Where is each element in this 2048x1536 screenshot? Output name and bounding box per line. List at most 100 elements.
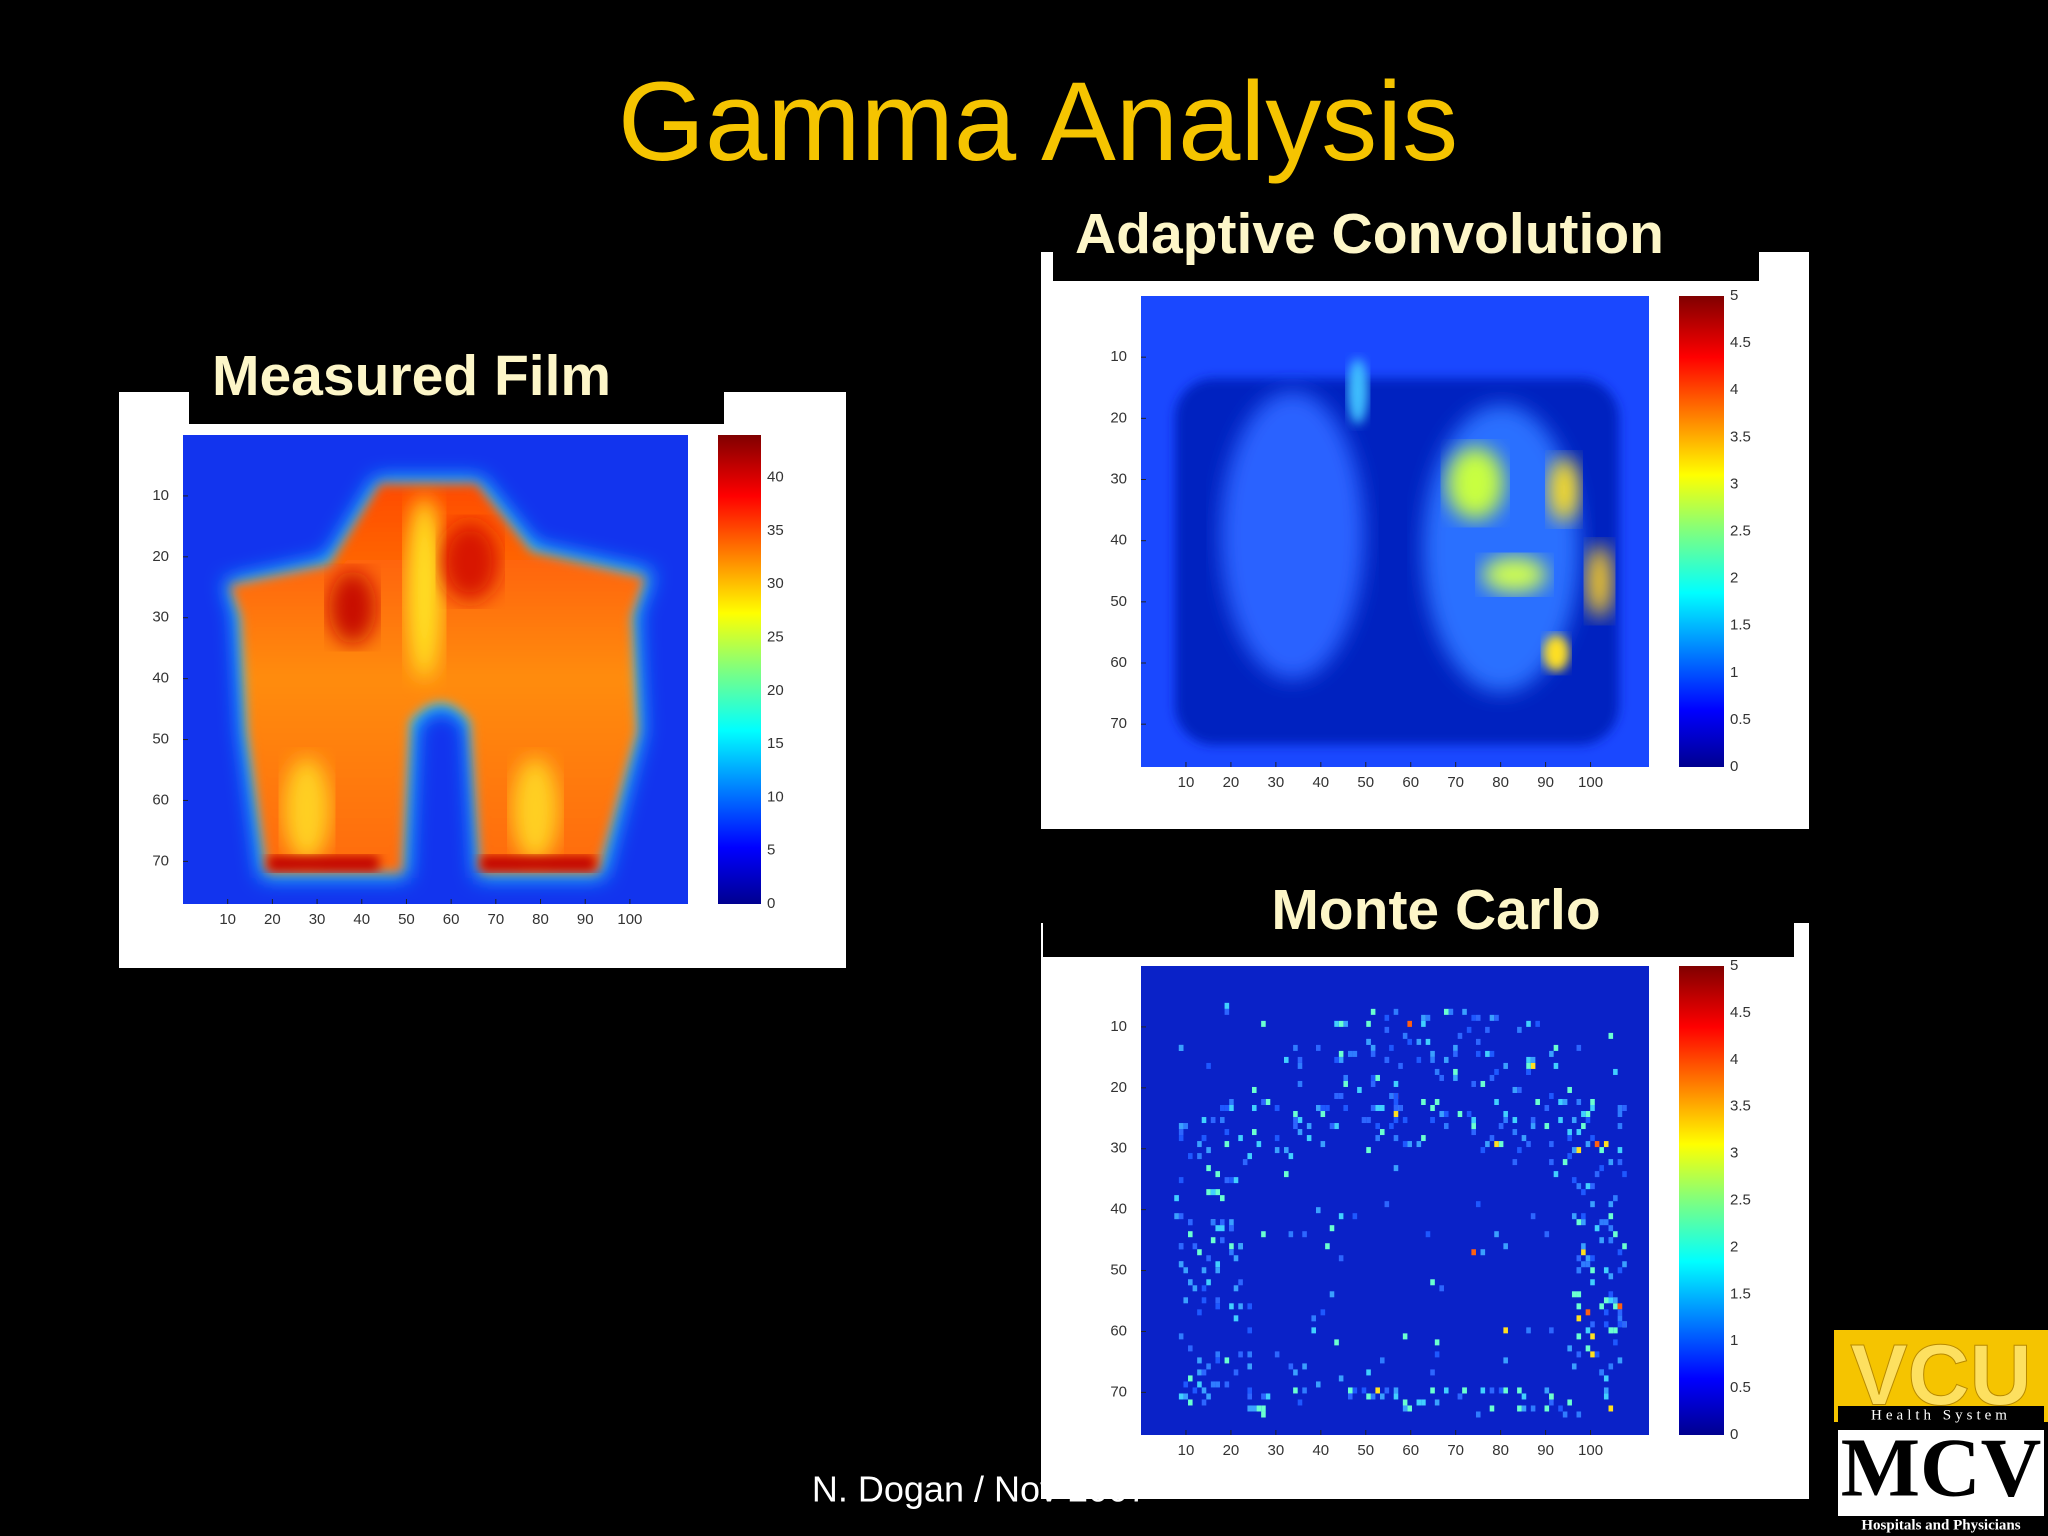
speckle bbox=[1530, 1213, 1536, 1220]
speckle bbox=[1439, 1111, 1444, 1118]
panel-label: Measured Film bbox=[212, 344, 611, 408]
speckle bbox=[1475, 1038, 1481, 1045]
speckle bbox=[1517, 1405, 1522, 1412]
x-tick-label: 50 bbox=[398, 911, 415, 928]
speckle bbox=[1471, 1129, 1476, 1136]
speckle bbox=[1443, 1056, 1449, 1063]
speckle bbox=[1252, 1405, 1257, 1412]
speckle bbox=[1512, 1129, 1518, 1136]
heatmap-region bbox=[1220, 391, 1365, 680]
speckle bbox=[1215, 1225, 1221, 1232]
speckle bbox=[1210, 1189, 1216, 1196]
y-tick-label: 40 bbox=[152, 670, 169, 687]
x-tick-label: 90 bbox=[1537, 774, 1554, 791]
speckle bbox=[1261, 1411, 1266, 1418]
speckle bbox=[1608, 1032, 1614, 1039]
colorbar bbox=[1679, 966, 1724, 1435]
speckle bbox=[1315, 1044, 1321, 1051]
speckle bbox=[1453, 1050, 1458, 1057]
heatmap bbox=[1141, 296, 1649, 767]
speckle bbox=[1274, 1135, 1280, 1142]
speckle bbox=[1256, 1141, 1262, 1148]
x-tick-label: 100 bbox=[1578, 1442, 1603, 1459]
speckle bbox=[1352, 1213, 1358, 1220]
logo-band bbox=[1838, 1406, 2044, 1424]
speckle bbox=[1617, 1147, 1623, 1154]
speckle bbox=[1576, 1411, 1582, 1418]
speckle bbox=[1599, 1165, 1604, 1172]
speckle bbox=[1178, 1135, 1184, 1142]
speckle bbox=[1343, 1020, 1348, 1027]
speckle bbox=[1571, 1177, 1577, 1184]
speckle bbox=[1622, 1243, 1627, 1250]
speckle bbox=[1283, 1147, 1289, 1154]
speckle bbox=[1247, 1387, 1253, 1394]
x-tick-label: 40 bbox=[353, 911, 370, 928]
speckle bbox=[1462, 1387, 1467, 1394]
speckle bbox=[1576, 1303, 1582, 1310]
speckle bbox=[1503, 1357, 1508, 1364]
speckle bbox=[1261, 1393, 1266, 1400]
speckle bbox=[1613, 1297, 1618, 1304]
speckle bbox=[1402, 1405, 1408, 1412]
speckle bbox=[1544, 1105, 1550, 1112]
speckle bbox=[1567, 1345, 1572, 1352]
speckle bbox=[1562, 1159, 1568, 1166]
heatmap-hot bbox=[1481, 556, 1548, 593]
speckle bbox=[1338, 1375, 1344, 1382]
speckle bbox=[1206, 1147, 1211, 1154]
speckle bbox=[1393, 1387, 1399, 1394]
y-tick-label: 10 bbox=[1110, 1018, 1127, 1035]
colorbar-tick-label: 35 bbox=[767, 522, 784, 539]
speckle bbox=[1471, 1123, 1476, 1130]
speckle bbox=[1329, 1291, 1335, 1298]
speckle bbox=[1352, 1050, 1358, 1057]
heatmap-hot bbox=[1586, 544, 1613, 618]
heatmap-hot bbox=[480, 855, 596, 872]
y-tick-label: 10 bbox=[1110, 348, 1127, 365]
speckle bbox=[1224, 1141, 1230, 1148]
speckle bbox=[1571, 1363, 1577, 1370]
speckle bbox=[1220, 1219, 1225, 1226]
speckle bbox=[1594, 1171, 1600, 1178]
speckle bbox=[1393, 1117, 1399, 1124]
speckle bbox=[1375, 1105, 1380, 1112]
x-tick-label: 50 bbox=[1357, 774, 1374, 791]
y-tick-label: 30 bbox=[1110, 1140, 1127, 1157]
speckle bbox=[1617, 1357, 1623, 1364]
speckle bbox=[1247, 1393, 1253, 1400]
speckle bbox=[1178, 1129, 1184, 1136]
speckle bbox=[1293, 1044, 1298, 1051]
logo-sub: Hospitals and Physicians bbox=[1861, 1517, 2020, 1533]
colorbar-tick-label: 0 bbox=[1730, 758, 1738, 775]
heatmap-hot bbox=[511, 757, 559, 863]
speckle bbox=[1288, 1363, 1294, 1370]
speckle bbox=[1526, 1020, 1531, 1027]
speckle bbox=[1617, 1303, 1623, 1310]
speckle bbox=[1302, 1231, 1307, 1238]
panel-label-box bbox=[189, 352, 724, 424]
speckle bbox=[1206, 1255, 1211, 1262]
speckle bbox=[1215, 1267, 1221, 1274]
speckle bbox=[1558, 1117, 1563, 1124]
speckle bbox=[1407, 1405, 1412, 1412]
speckle bbox=[1229, 1225, 1234, 1232]
speckle bbox=[1215, 1297, 1221, 1304]
speckle bbox=[1549, 1393, 1554, 1400]
speckle bbox=[1366, 1117, 1371, 1124]
speckle bbox=[1297, 1399, 1303, 1406]
speckle bbox=[1252, 1129, 1257, 1136]
speckle bbox=[1370, 1080, 1376, 1087]
colorbar-tick-label: 0.5 bbox=[1730, 1379, 1751, 1396]
speckle bbox=[1594, 1351, 1600, 1358]
speckle bbox=[1480, 1147, 1486, 1154]
speckle bbox=[1475, 1201, 1481, 1208]
speckle bbox=[1439, 1074, 1444, 1081]
speckle bbox=[1416, 1399, 1422, 1406]
speckle bbox=[1581, 1111, 1586, 1118]
speckle bbox=[1224, 1129, 1230, 1136]
speckle bbox=[1220, 1237, 1225, 1244]
speckle bbox=[1480, 1080, 1486, 1087]
speckle bbox=[1594, 1225, 1600, 1232]
